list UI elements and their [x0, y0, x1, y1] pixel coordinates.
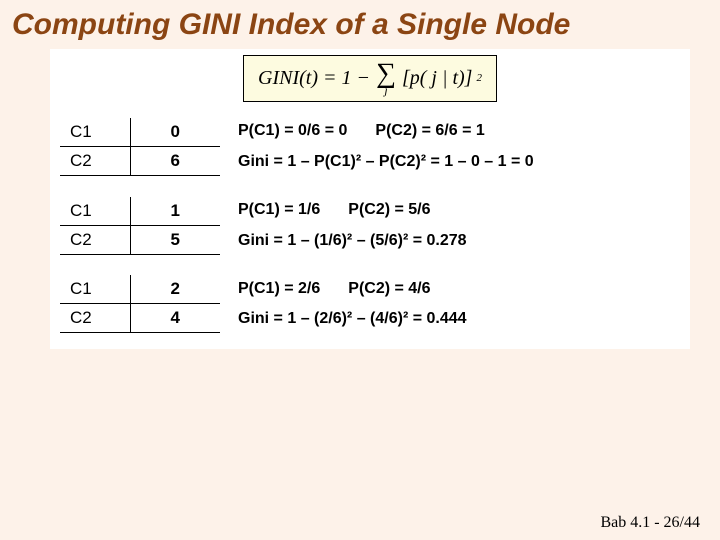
- page-footer: Bab 4.1 - 26/44: [600, 514, 700, 532]
- prob-c2: P(C2) = 4/6: [348, 274, 430, 304]
- class-count: 1: [130, 197, 220, 226]
- calc-block: P(C1) = 0/6 = 0 P(C2) = 6/6 = 1 Gini = 1…: [238, 116, 534, 177]
- table-row: C2 5: [60, 225, 220, 254]
- calc-block: P(C1) = 2/6 P(C2) = 4/6 Gini = 1 – (2/6)…: [238, 274, 467, 335]
- table-row: C1 0: [60, 118, 220, 147]
- class-label: C1: [60, 275, 130, 304]
- prob-c1: P(C1) = 2/6: [238, 274, 320, 304]
- example-block: C1 0 C2 6 P(C1) = 0/6 = 0 P(C2) = 6/6 = …: [60, 116, 680, 177]
- prob-c1: P(C1) = 0/6 = 0: [238, 116, 347, 146]
- prob-c2: P(C2) = 5/6: [348, 195, 430, 225]
- gini-result: Gini = 1 – P(C1)² – P(C2)² = 1 – 0 – 1 =…: [238, 147, 534, 177]
- class-label: C1: [60, 118, 130, 147]
- gini-formula: GINI(t) = 1 − ∑ j [p( j | t)]2: [243, 55, 497, 103]
- formula-rhs: [p( j | t)]: [402, 67, 473, 90]
- class-label: C2: [60, 225, 130, 254]
- table-row: C1 1: [60, 197, 220, 226]
- slide-title: Computing GINI Index of a Single Node: [0, 0, 720, 49]
- class-count: 2: [130, 275, 220, 304]
- class-count: 5: [130, 225, 220, 254]
- table-row: C2 6: [60, 146, 220, 175]
- example-block: C1 2 C2 4 P(C1) = 2/6 P(C2) = 4/6 Gini =…: [60, 274, 680, 335]
- count-table: C1 0 C2 6: [60, 118, 220, 176]
- gini-result: Gini = 1 – (2/6)² – (4/6)² = 0.444: [238, 304, 467, 334]
- content-area: GINI(t) = 1 − ∑ j [p( j | t)]2 C1 0 C2 6…: [50, 49, 690, 349]
- table-row: C1 2: [60, 275, 220, 304]
- sigma-sub: j: [384, 85, 387, 95]
- count-table: C1 2 C2 4: [60, 275, 220, 333]
- class-count: 0: [130, 118, 220, 147]
- prob-c1: P(C1) = 1/6: [238, 195, 320, 225]
- sigma-symbol: ∑ j: [376, 62, 396, 96]
- example-block: C1 1 C2 5 P(C1) = 1/6 P(C2) = 5/6 Gini =…: [60, 195, 680, 256]
- class-count: 6: [130, 146, 220, 175]
- count-table: C1 1 C2 5: [60, 197, 220, 255]
- gini-result: Gini = 1 – (1/6)² – (5/6)² = 0.278: [238, 226, 467, 256]
- formula-lhs: GINI(t) = 1 −: [258, 67, 370, 90]
- class-label: C2: [60, 146, 130, 175]
- class-label: C1: [60, 197, 130, 226]
- class-label: C2: [60, 304, 130, 333]
- formula-exp: 2: [476, 72, 482, 84]
- calc-block: P(C1) = 1/6 P(C2) = 5/6 Gini = 1 – (1/6)…: [238, 195, 467, 256]
- prob-c2: P(C2) = 6/6 = 1: [375, 116, 484, 146]
- class-count: 4: [130, 304, 220, 333]
- table-row: C2 4: [60, 304, 220, 333]
